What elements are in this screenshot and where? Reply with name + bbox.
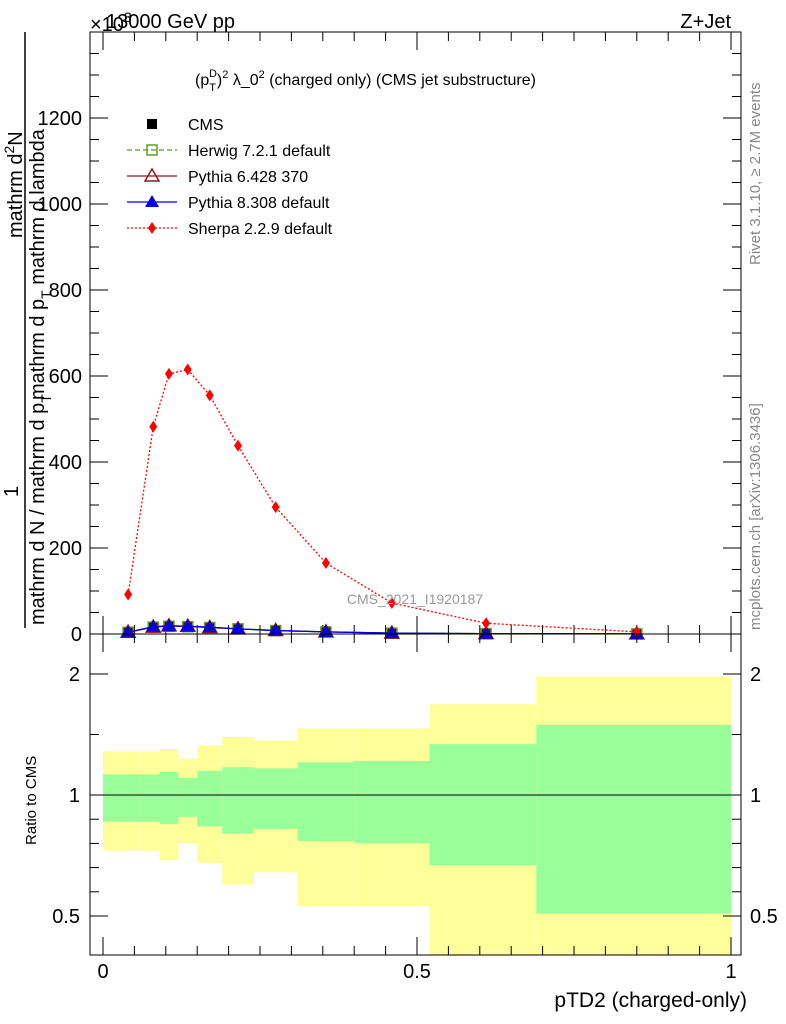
- legend-label: Pythia 6.428 370: [188, 169, 308, 186]
- green-band-bin: [429, 744, 537, 866]
- ratio-bands: [90, 676, 741, 955]
- green-band-bin: [354, 761, 430, 844]
- green-band-bin: [140, 774, 160, 822]
- green-band-bin: [222, 767, 254, 834]
- header-exponent: ×103: [90, 9, 132, 36]
- series-line: [127, 368, 637, 633]
- data-point: [387, 597, 396, 610]
- legend-marker: [145, 195, 159, 207]
- ratio-xtick-label: 0.5: [403, 961, 431, 983]
- data-point: [234, 439, 243, 452]
- legend-label: Pythia 8.308 default: [188, 195, 330, 212]
- main-ticks: 0 200 400 600 800 1000 1200: [38, 32, 741, 646]
- legend-label: CMS: [188, 117, 224, 134]
- data-point: [321, 557, 330, 570]
- header-collision: 13000 GeV pp: [106, 11, 235, 33]
- data-point: [231, 621, 246, 634]
- ratio-ytick-label-right: 1: [750, 785, 761, 807]
- data-point: [479, 626, 494, 639]
- ratio-ticks: 0.5 0.5 1 1 2 2 0 0.5 1: [52, 634, 778, 983]
- legend-marker: [148, 222, 156, 234]
- series-4: [124, 363, 641, 638]
- data-point: [205, 389, 214, 402]
- data-point: [149, 420, 158, 433]
- side-label-mcplots: mcplots.cern.ch [arXiv:1306.3436]: [747, 403, 764, 630]
- legend-label: Herwig 7.2.1 default: [188, 143, 331, 160]
- data-point: [146, 619, 161, 632]
- data-point: [164, 367, 173, 380]
- main-ytick-label: 400: [49, 452, 82, 474]
- series-0: [123, 621, 642, 639]
- data-point: [183, 363, 192, 376]
- series-1: [122, 620, 643, 640]
- main-title: (pTD)2 λ_02 (charged only) (CMS jet subs…: [195, 68, 536, 94]
- data-point: [271, 501, 280, 514]
- data-point: [632, 625, 641, 638]
- legend-marker: [143, 167, 161, 182]
- ratio-xtick-label: 1: [725, 961, 736, 983]
- green-band-bin: [536, 724, 731, 914]
- ratio-ytick-label: 0.5: [52, 906, 80, 928]
- ratio-ytick-label: 1: [69, 785, 80, 807]
- legend-marker: [147, 119, 157, 129]
- main-ylabel-left: mathrm d N / mathrm d pT: [27, 394, 54, 625]
- ratio-xtick-label: 0: [97, 961, 108, 983]
- main-ylabel-right: mathrm d2N: [1, 131, 27, 238]
- series-3: [121, 618, 644, 639]
- ratio-ytick-label: 2: [69, 664, 80, 686]
- side-label-rivet: Rivet 3.1.10, ≥ 2.7M events: [747, 83, 764, 266]
- ratio-ytick-label-right: 0.5: [750, 906, 778, 928]
- main-ytick-label: 200: [49, 538, 82, 560]
- main-ytick-label: 0: [71, 624, 82, 646]
- header-exponent-power: 3: [124, 9, 132, 25]
- green-band-bin: [253, 768, 298, 829]
- data-point: [180, 619, 195, 632]
- ratio-ylabel: Ratio to CMS: [23, 756, 40, 845]
- main-ylabel-mid: mathrm d pT mathrm d lambda: [27, 128, 54, 400]
- data-point: [124, 588, 133, 601]
- watermark: CMS_2021_I1920187: [347, 591, 483, 607]
- main-ytick-label: 1200: [38, 108, 83, 130]
- main-ylabel: 1 mathrm d N / mathrm d pT mathrm d2N ma…: [1, 32, 54, 628]
- main-ytick-label: 600: [49, 366, 82, 388]
- green-band-bin: [159, 772, 179, 825]
- main-ytick-label: 1000: [38, 194, 83, 216]
- green-band-bin: [197, 770, 223, 827]
- ratio-panel: 0.5 0.5 1 1 2 2 0 0.5 1 Ratio to CMS pTD2 (charg…: [23, 633, 778, 1012]
- green-band-bin: [103, 774, 141, 822]
- ratio-ytick-label-right: 2: [750, 664, 761, 686]
- data-point: [161, 618, 176, 631]
- main-ytick-label: 800: [49, 280, 82, 302]
- legend-label: Sherpa 2.2.9 default: [188, 221, 333, 238]
- legend-marker: [146, 144, 158, 156]
- ratio-xlabel: pTD2 (charged-only): [554, 989, 747, 1012]
- data-point: [202, 620, 217, 633]
- series-2: [119, 617, 646, 640]
- data-point: [268, 623, 283, 636]
- main-ylabel-numerator: 1: [1, 486, 23, 497]
- data-point: [384, 626, 399, 639]
- green-band-bin: [178, 778, 198, 817]
- green-band-bin: [297, 762, 355, 841]
- legend: CMS Herwig 7.2.1 default Pythia 6.428 370 P…: [127, 117, 333, 238]
- header-process: Z+Jet: [680, 11, 731, 33]
- data-point: [482, 617, 491, 630]
